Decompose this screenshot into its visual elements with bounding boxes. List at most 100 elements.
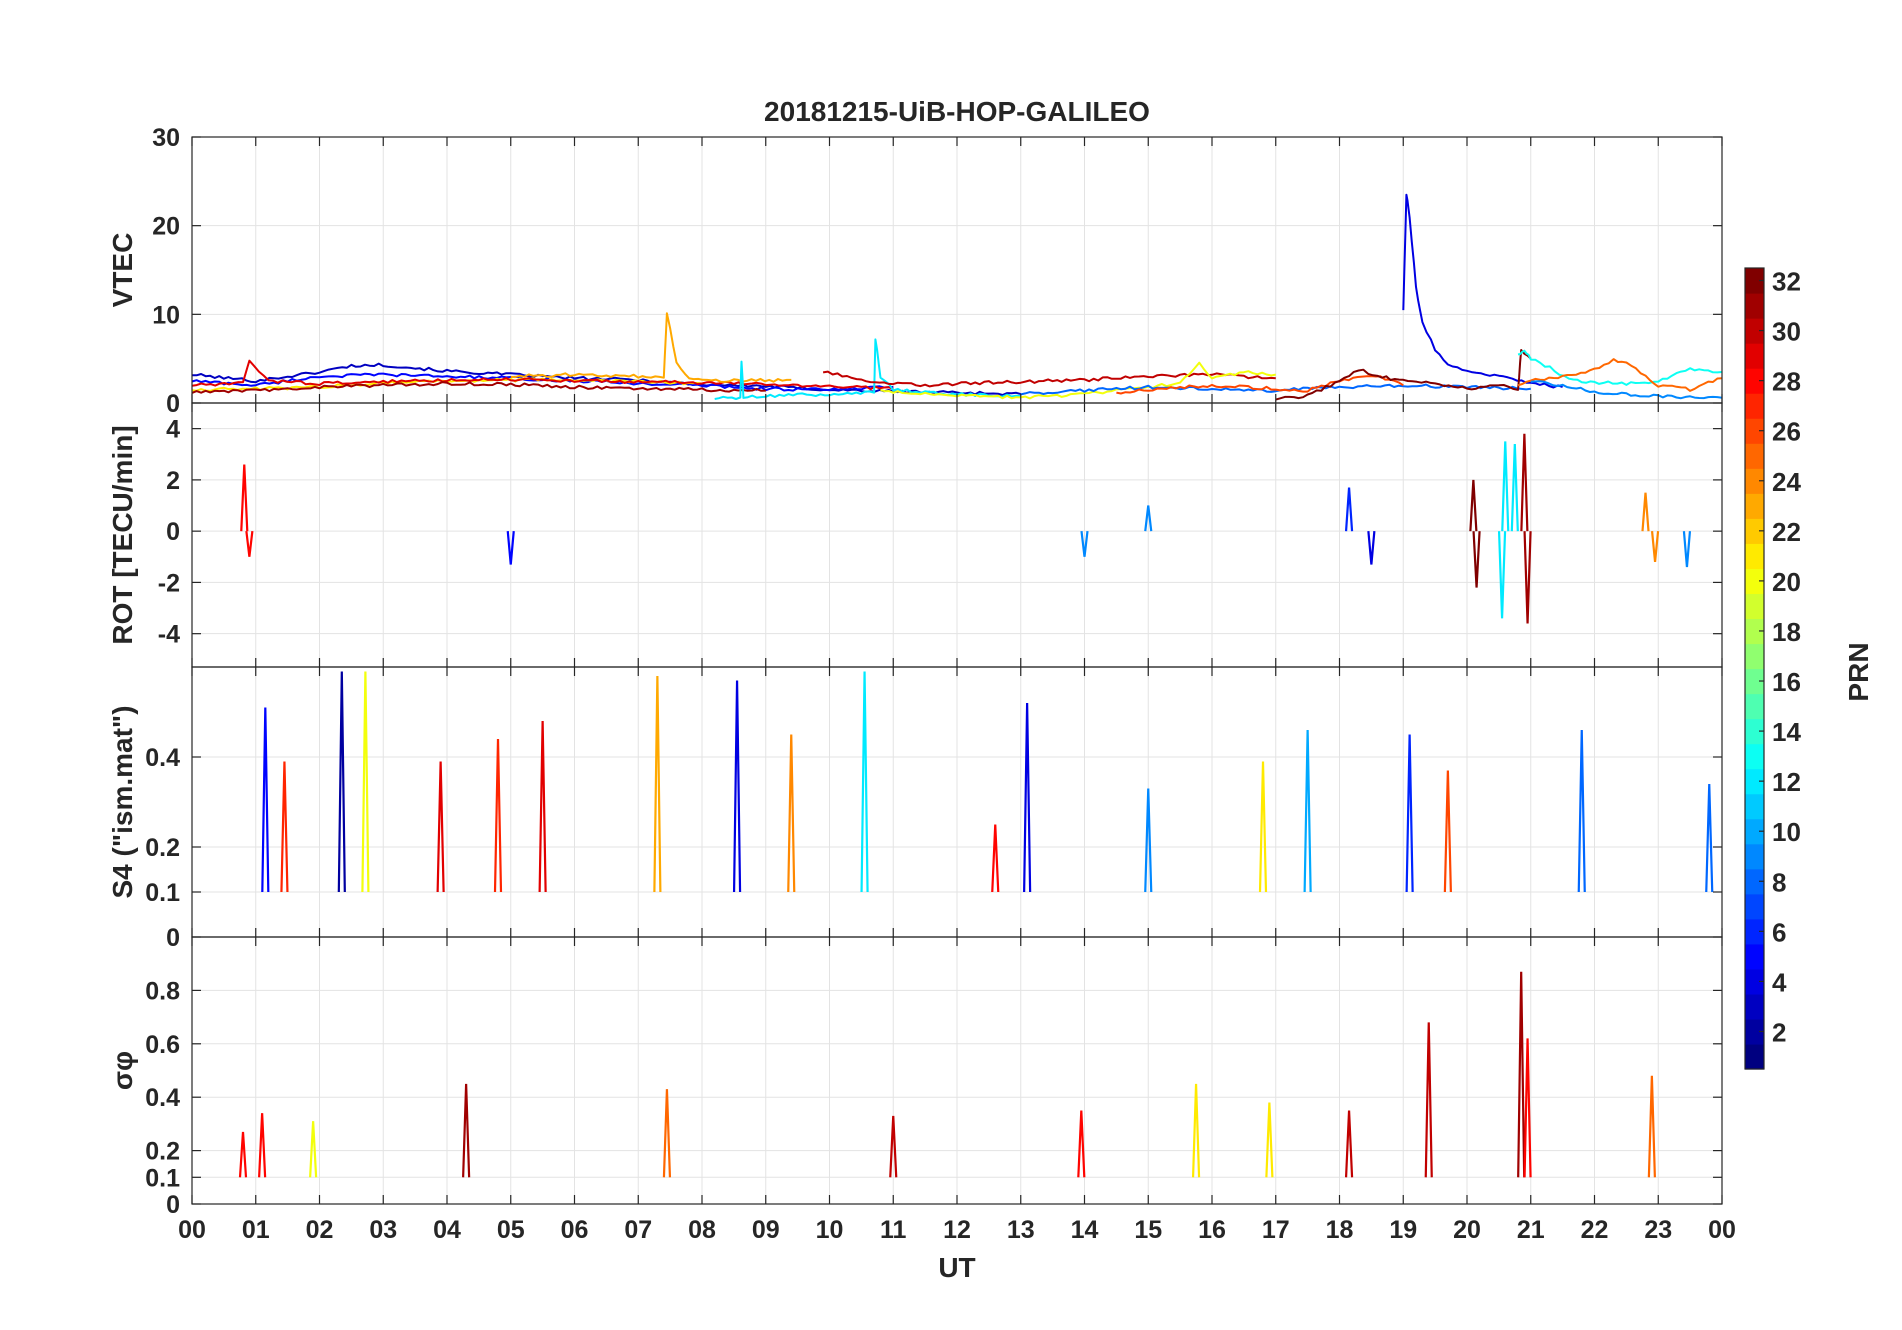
colorbar-tick-label: 20 bbox=[1772, 567, 1801, 597]
colorbar-swatch bbox=[1745, 993, 1764, 1020]
panel-rot-y-tick-label: -4 bbox=[158, 621, 180, 649]
colorbar-tick-label: 18 bbox=[1772, 617, 1801, 647]
colorbar-tick-label: 22 bbox=[1772, 517, 1801, 547]
panel-sigphi-grid bbox=[192, 937, 1722, 1205]
colorbar-frame bbox=[1744, 267, 1765, 1070]
x-tick-label: 09 bbox=[752, 1216, 780, 1244]
rot-spike-prn-6 bbox=[1344, 487, 1354, 532]
rot-spike-prn-24 bbox=[1641, 492, 1650, 532]
panel-sigphi-y-label: σφ bbox=[107, 1051, 138, 1090]
colorbar-tick-label: 2 bbox=[1772, 1017, 1786, 1047]
colorbar-swatch bbox=[1745, 418, 1764, 444]
rot-spike-prn-32 bbox=[1469, 479, 1478, 532]
rot-spike-prn-12 bbox=[1510, 443, 1519, 532]
sigphi-spike-prn-20 bbox=[309, 1121, 318, 1178]
rot-spike-prn-9 bbox=[1080, 531, 1089, 557]
rot-spike-prn-5 bbox=[506, 531, 515, 565]
colorbar-swatch bbox=[1745, 1043, 1764, 1070]
colorbar-swatch bbox=[1745, 1018, 1764, 1045]
vtec-series-prn-9 bbox=[1530, 380, 1723, 400]
colorbar-tick-label: 24 bbox=[1772, 467, 1801, 497]
rot-spike-prn-32 bbox=[1472, 531, 1481, 588]
s4-spike-prn-27 bbox=[493, 738, 503, 893]
colorbar-tick-label: 12 bbox=[1772, 767, 1801, 797]
sigphi-spike-prn-25 bbox=[1647, 1075, 1656, 1178]
panel-s4-y-tick-label: 0.1 bbox=[145, 879, 180, 907]
colorbar-swatch bbox=[1745, 743, 1764, 770]
panel-sigphi-data bbox=[238, 971, 1656, 1178]
panel-sigphi-y-tick-label: 0.2 bbox=[145, 1138, 180, 1166]
panel-sigphi-y-tick-label: 0.6 bbox=[145, 1031, 180, 1059]
colorbar-swatch bbox=[1745, 443, 1764, 469]
rot-spike-prn-4 bbox=[1367, 531, 1376, 565]
x-tick-label: 23 bbox=[1644, 1216, 1672, 1244]
s4-spike-prn-23 bbox=[653, 675, 662, 893]
x-tick-label: 07 bbox=[624, 1216, 652, 1244]
sigphi-spike-prn-30 bbox=[889, 1115, 898, 1178]
panel-vtec-y-label: VTEC bbox=[107, 233, 138, 308]
panel-sigphi-y-tick-label: 0.4 bbox=[145, 1084, 180, 1112]
s4-spike-prn-4 bbox=[1023, 702, 1032, 893]
panel-s4-y-label: S4 ("ism.mat") bbox=[107, 705, 138, 898]
chart-title: 20181215-UiB-HOP-GALILEO bbox=[764, 96, 1150, 127]
colorbar-swatch bbox=[1745, 293, 1764, 319]
x-tick-label: 01 bbox=[242, 1216, 270, 1244]
x-tick-label: 00 bbox=[178, 1216, 206, 1244]
colorbar-swatch bbox=[1745, 493, 1764, 519]
panel-rot-data bbox=[240, 433, 1692, 624]
s4-spike-prn-6 bbox=[1405, 734, 1414, 893]
s4-spike-prn-29 bbox=[436, 761, 445, 893]
sigphi-spike-prn-31 bbox=[1517, 971, 1526, 1178]
panel-vtec-y-tick-label: 0 bbox=[166, 390, 180, 418]
x-tick-label: 16 bbox=[1198, 1216, 1226, 1244]
panel-sigphi-y-tick-label: 0.8 bbox=[145, 977, 180, 1005]
panel-rot-y-tick-label: 0 bbox=[166, 518, 180, 546]
x-tick-label: 15 bbox=[1134, 1216, 1162, 1244]
panel-rot-y-tick-label: -2 bbox=[158, 569, 180, 597]
colorbar-swatch bbox=[1745, 318, 1764, 344]
colorbar-swatch bbox=[1745, 968, 1764, 995]
colorbar-swatch bbox=[1745, 643, 1764, 670]
colorbar-tick-label: 30 bbox=[1772, 317, 1801, 347]
rot-spike-prn-24 bbox=[1650, 531, 1660, 563]
x-tick-label: 20 bbox=[1453, 1216, 1481, 1244]
s4-spike-prn-4 bbox=[732, 680, 742, 893]
panel-s4-y-tick-label: 0.4 bbox=[145, 744, 180, 772]
colorbar-label: PRN bbox=[1843, 642, 1874, 701]
x-tick-label: 02 bbox=[306, 1216, 334, 1244]
panel-s4-y-tick-label: 0 bbox=[166, 924, 180, 952]
panel-vtec-y-tick-label: 10 bbox=[152, 301, 180, 329]
rot-spike-prn-28 bbox=[245, 531, 254, 557]
s4-spike-prn-20 bbox=[361, 671, 370, 893]
x-tick-label: 08 bbox=[688, 1216, 716, 1244]
rot-spike-prn-31 bbox=[1520, 433, 1529, 532]
colorbar-swatch bbox=[1745, 918, 1764, 945]
x-tick-label: 04 bbox=[433, 1216, 461, 1244]
s4-spike-prn-12 bbox=[860, 671, 869, 893]
colorbar-swatch bbox=[1745, 768, 1764, 795]
x-tick-label: 21 bbox=[1517, 1216, 1545, 1244]
sigphi-spike-prn-21 bbox=[1191, 1083, 1201, 1178]
x-tick-label: 05 bbox=[497, 1216, 525, 1244]
rot-spike-prn-9 bbox=[1144, 505, 1153, 532]
sigphi-spike-prn-28 bbox=[1077, 1110, 1086, 1178]
rot-spike-prn-28 bbox=[240, 464, 249, 532]
colorbar-swatch bbox=[1745, 518, 1764, 544]
sigphi-spike-prn-28 bbox=[238, 1131, 248, 1178]
s4-spike-prn-26 bbox=[1443, 770, 1452, 893]
x-tick-label: 06 bbox=[561, 1216, 589, 1244]
panel-vtec-y-tick-label: 30 bbox=[152, 124, 180, 152]
colorbar-tick-label: 28 bbox=[1772, 367, 1801, 397]
x-tick-label: 22 bbox=[1581, 1216, 1609, 1244]
colorbar-swatch bbox=[1745, 693, 1764, 720]
colorbar-tick-label: 32 bbox=[1772, 267, 1801, 297]
panel-s4-grid bbox=[192, 667, 1722, 938]
s4-spike-prn-29 bbox=[538, 720, 547, 893]
colorbar-swatch bbox=[1745, 393, 1764, 419]
x-tick-label: 10 bbox=[816, 1216, 844, 1244]
s4-spike-prn-27 bbox=[280, 761, 289, 893]
colorbar-swatch bbox=[1745, 868, 1764, 895]
s4-spike-prn-9 bbox=[1144, 788, 1153, 893]
x-tick-label: 03 bbox=[369, 1216, 397, 1244]
